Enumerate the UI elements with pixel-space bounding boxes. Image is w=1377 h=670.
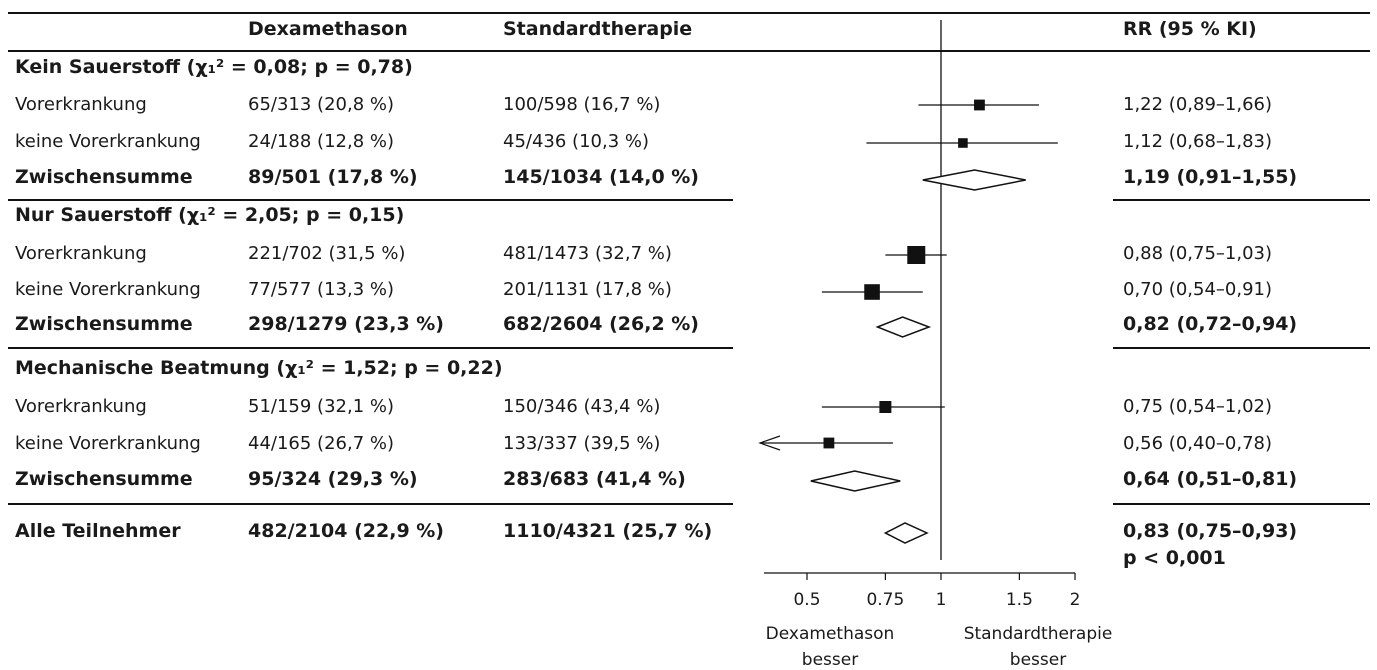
subtotal-label: Zwischensumme xyxy=(15,313,193,335)
row-rr: 1,22 (0,89–1,66) xyxy=(1123,94,1273,115)
subtotal-std: 283/683 (41,4 %) xyxy=(503,468,686,490)
row-label: keine Vorerkrankung xyxy=(15,433,201,454)
direction-label-left: Dexamethason xyxy=(766,624,895,644)
row-label: keine Vorerkrankung xyxy=(15,131,201,152)
overall-rr: 0,83 (0,75–0,93) xyxy=(1123,520,1298,542)
overall-dex: 482/2104 (22,9 %) xyxy=(248,520,444,542)
subtotal-dex: 95/324 (29,3 %) xyxy=(248,468,418,490)
summary-diamond xyxy=(922,169,1026,191)
summary-diamond xyxy=(810,470,901,492)
row-dex: 77/577 (13,3 %) xyxy=(248,279,394,300)
subtotal-rr: 0,82 (0,72–0,94) xyxy=(1123,313,1298,335)
point-estimate xyxy=(958,138,968,148)
row-label: Vorerkrankung xyxy=(15,396,147,417)
x-tick-label: 2 xyxy=(1070,590,1081,610)
direction-label-left: besser xyxy=(802,650,858,670)
row-rr: 0,56 (0,40–0,78) xyxy=(1123,433,1273,454)
group-title: Kein Sauerstoff (χ₁² = 0,08; p = 0,78) xyxy=(15,56,413,78)
subtotal-rr: 0,64 (0,51–0,81) xyxy=(1123,468,1298,490)
top-rule xyxy=(8,12,1370,14)
row-std: 100/598 (16,7 %) xyxy=(503,94,661,115)
point-estimate xyxy=(974,99,985,111)
row-std: 45/436 (10,3 %) xyxy=(503,131,649,152)
header-rule xyxy=(8,50,1370,52)
row-label: Vorerkrankung xyxy=(15,243,147,264)
row-rr: 1,12 (0,68–1,83) xyxy=(1123,131,1273,152)
ci-arrow xyxy=(758,435,781,451)
subtotal-dex: 89/501 (17,8 %) xyxy=(248,166,418,188)
row-dex: 65/313 (20,8 %) xyxy=(248,94,394,115)
row-dex: 24/188 (12,8 %) xyxy=(248,131,394,152)
row-std: 150/346 (43,4 %) xyxy=(503,396,661,417)
group2-rule xyxy=(8,347,733,349)
group-title: Mechanische Beatmung (χ₁² = 1,52; p = 0,… xyxy=(15,357,503,379)
col-header-dexamethason: Dexamethason xyxy=(248,18,408,40)
overall-std: 1110/4321 (25,7 %) xyxy=(503,520,713,542)
row-std: 201/1131 (17,8 %) xyxy=(503,279,672,300)
group1-rule xyxy=(8,199,733,201)
row-dex: 44/165 (26,7 %) xyxy=(248,433,394,454)
row-dex: 221/702 (31,5 %) xyxy=(248,243,406,264)
subtotal-std: 682/2604 (26,2 %) xyxy=(503,313,699,335)
summary-diamond xyxy=(883,522,929,544)
group3-rule-right xyxy=(1113,503,1370,505)
row-std: 133/337 (39,5 %) xyxy=(503,433,661,454)
point-estimate xyxy=(879,401,892,413)
group3-rule xyxy=(8,503,733,505)
row-label: Vorerkrankung xyxy=(15,94,147,115)
overall-label: Alle Teilnehmer xyxy=(15,520,181,542)
col-header-standardtherapie: Standardtherapie xyxy=(503,18,693,40)
point-estimate xyxy=(823,437,835,449)
x-tick-label: 0.5 xyxy=(793,590,820,610)
direction-label-right: Standardtherapie xyxy=(964,624,1113,644)
subtotal-label: Zwischensumme xyxy=(15,468,193,490)
row-dex: 51/159 (32,1 %) xyxy=(248,396,394,417)
subtotal-label: Zwischensumme xyxy=(15,166,193,188)
direction-label-right: besser xyxy=(1010,650,1066,670)
group-title: Nur Sauerstoff (χ₁² = 2,05; p = 0,15) xyxy=(15,204,405,226)
subtotal-std: 145/1034 (14,0 %) xyxy=(503,166,699,188)
row-label: keine Vorerkrankung xyxy=(15,279,201,300)
summary-diamond xyxy=(875,316,932,338)
overall-p-value: p < 0,001 xyxy=(1123,547,1226,569)
group2-rule-right xyxy=(1113,347,1370,349)
x-tick-label: 1 xyxy=(936,590,947,610)
row-rr: 0,70 (0,54–0,91) xyxy=(1123,279,1273,300)
x-tick-label: 0.75 xyxy=(866,590,904,610)
col-header-rr: RR (95 % KI) xyxy=(1123,18,1257,40)
subtotal-rr: 1,19 (0,91–1,55) xyxy=(1123,166,1298,188)
group1-rule-right xyxy=(1113,199,1370,201)
row-std: 481/1473 (32,7 %) xyxy=(503,243,672,264)
row-rr: 0,75 (0,54–1,02) xyxy=(1123,396,1273,417)
subtotal-dex: 298/1279 (23,3 %) xyxy=(248,313,444,335)
row-rr: 0,88 (0,75–1,03) xyxy=(1123,243,1273,264)
x-tick-label: 1.5 xyxy=(1006,590,1033,610)
point-estimate xyxy=(907,246,926,264)
point-estimate xyxy=(864,284,880,300)
